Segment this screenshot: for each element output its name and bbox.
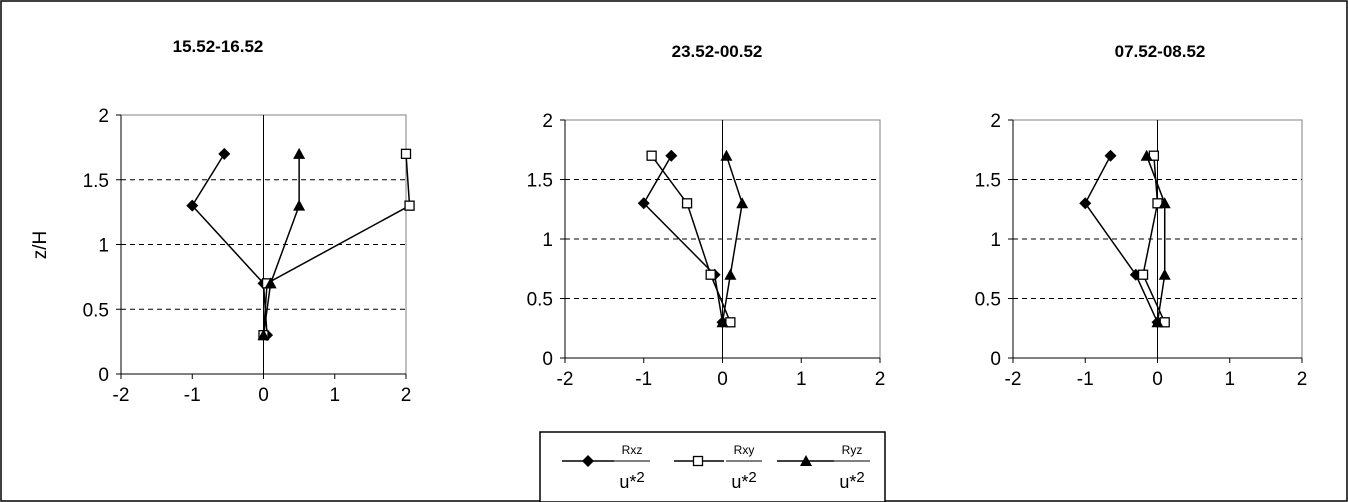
chart-3-series-ryz-point-1 — [1158, 268, 1171, 280]
chart-3-plot: 0 0.5 1 1.5 2 -2 -1 0 1 2 — [975, 111, 1308, 390]
legend-marker-rxy — [692, 455, 704, 467]
chart-1-plot: 0 0.5 1 1.5 2 -2 -1 0 1 2 — [83, 106, 415, 406]
chart-1-series-rxz-point-2 — [186, 199, 199, 212]
chart-3-x-tick-label-3: 1 — [1224, 369, 1235, 390]
chart-2-series-rxz-point-2 — [637, 197, 650, 210]
chart-2-x-tick-label-2: 0 — [717, 369, 728, 390]
chart-3-series-rxz-point-2 — [1079, 197, 1092, 210]
chart-1-x-tick-label-1: -1 — [184, 385, 201, 406]
chart-3-series-rxz-point-3 — [1104, 149, 1117, 162]
chart-2-y-tick-label-1: 0.5 — [527, 290, 553, 311]
legend: Rxz u*2 Rxy u*2 Ryz u*2 — [539, 431, 886, 502]
legend-box — [539, 431, 886, 502]
chart-1-series-rxz-point-3 — [218, 147, 231, 160]
chart-3-y-tick-label-0: 0 — [990, 349, 1001, 370]
legend-denominator-ryz: u*2 — [839, 469, 864, 492]
chart-1-series-ryz-line — [262, 153, 300, 336]
chart-2-series-ryz-point-1 — [724, 268, 737, 280]
chart-2-y-tick-label-0: 0 — [542, 349, 553, 370]
chart-panel-2: 23.52-00.52 0 0.5 1 1.5 2 -2 -1 0 1 2 — [527, 42, 886, 390]
chart-3-x-tick-label-1: -1 — [1077, 369, 1094, 390]
chart-3-y-tick-label-4: 2 — [990, 111, 1001, 132]
chart-3-title: 07.52-08.52 — [1115, 42, 1206, 61]
chart-2-x-tick-label-0: -2 — [557, 369, 574, 390]
chart-1-y-axis-label: z/H — [30, 231, 51, 260]
legend-denominator-rxz: u*2 — [619, 469, 644, 492]
chart-1-title: 15.52-16.52 — [173, 37, 264, 56]
chart-3-y-tick-label-1: 0.5 — [975, 290, 1001, 311]
chart-3-series-rxz-line — [1084, 155, 1159, 323]
chart-2-y-tick-label-2: 1 — [542, 230, 553, 251]
chart-1-y-tick-label-1: 0.5 — [83, 300, 109, 321]
chart-1-series-rxy-point-2 — [404, 200, 415, 211]
legend-numerator-rxy: Rxy — [734, 443, 755, 457]
chart-3-series-ryz-point-3 — [1140, 149, 1153, 161]
chart-1-x-tick-label-4: 2 — [401, 385, 412, 406]
chart-3-x-tick-label-4: 2 — [1297, 369, 1308, 390]
chart-1-x-tick-label-0: -2 — [113, 385, 130, 406]
chart-1-y-tick-label-4: 2 — [98, 106, 109, 127]
legend-entry-rxz: Rxz u*2 — [562, 443, 650, 492]
chart-1-x-tick-label-2: 0 — [258, 385, 269, 406]
chart-1-series-rxy-line — [262, 153, 411, 336]
chart-2-x-tick-label-1: -1 — [635, 369, 652, 390]
chart-1-y-tick-label-3: 1.5 — [83, 171, 109, 192]
chart-2-x-tick-label-4: 2 — [875, 369, 886, 390]
chart-2-series-rxy-point-1 — [705, 269, 716, 280]
chart-2-x-tick-label-3: 1 — [796, 369, 807, 390]
legend-marker-ryz — [800, 455, 812, 466]
legend-entry-ryz: Ryz u*2 — [777, 443, 870, 492]
legend-denominator-rxy: u*2 — [731, 469, 756, 492]
chart-1-series-ryz-point-3 — [293, 147, 306, 159]
chart-3-series-rxy-point-1 — [1137, 269, 1149, 280]
chart-1-y-tick-label-2: 1 — [98, 236, 109, 257]
chart-3-series-ryz-point-2 — [1158, 197, 1171, 209]
legend-numerator-rxz: Rxz — [622, 443, 643, 457]
chart-2-y-tick-label-4: 2 — [542, 111, 553, 132]
chart-3-series-ryz-point-0 — [1151, 316, 1164, 328]
chart-panel-1: 15.52-16.52 z/H 0 0.5 1 1.5 2 -2 -1 0 1 2 — [30, 37, 415, 406]
chart-1-series-ryz-point-2 — [293, 199, 306, 211]
chart-3-series-ryz-line — [1145, 155, 1166, 323]
chart-2-plot: 0 0.5 1 1.5 2 -2 -1 0 1 2 — [527, 111, 886, 390]
chart-1-series-ryz-point-0 — [257, 329, 270, 341]
chart-3-x-tick-label-2: 0 — [1152, 369, 1163, 390]
chart-2-series-rxy-line — [651, 155, 732, 323]
chart-3-y-tick-label-2: 1 — [990, 230, 1001, 251]
chart-2-series-rxz-line — [642, 155, 724, 323]
chart-2-series-rxz-point-3 — [665, 149, 678, 162]
chart-3-x-tick-label-0: -2 — [1005, 369, 1022, 390]
chart-3-y-tick-label-3: 1.5 — [975, 171, 1001, 192]
chart-2-series-ryz-line — [721, 155, 743, 323]
chart-1-series-ryz-point-1 — [264, 277, 277, 289]
chart-2-title: 23.52-00.52 — [672, 42, 763, 61]
legend-numerator-ryz: Ryz — [842, 443, 863, 457]
chart-2-y-tick-label-3: 1.5 — [527, 171, 553, 192]
legend-entry-rxy: Rxy u*2 — [674, 443, 762, 492]
chart-2-series-ryz-point-2 — [736, 197, 749, 209]
chart-2-series-rxy-point-3 — [646, 150, 657, 161]
chart-2-series-rxy-point-2 — [681, 198, 693, 209]
chart-1-series-rxy-point-3 — [400, 148, 412, 160]
chart-panel-3: 07.52-08.52 0 0.5 1 1.5 2 -2 -1 0 1 2 — [975, 42, 1308, 390]
chart-2-series-rxy-point-0 — [725, 317, 736, 328]
chart-1-y-tick-label-0: 0 — [98, 365, 109, 386]
chart-2-series-ryz-point-0 — [716, 316, 729, 328]
chart-2-series-ryz-point-3 — [720, 149, 733, 161]
legend-marker-rxz — [582, 455, 594, 467]
chart-1-x-tick-label-3: 1 — [329, 385, 340, 406]
